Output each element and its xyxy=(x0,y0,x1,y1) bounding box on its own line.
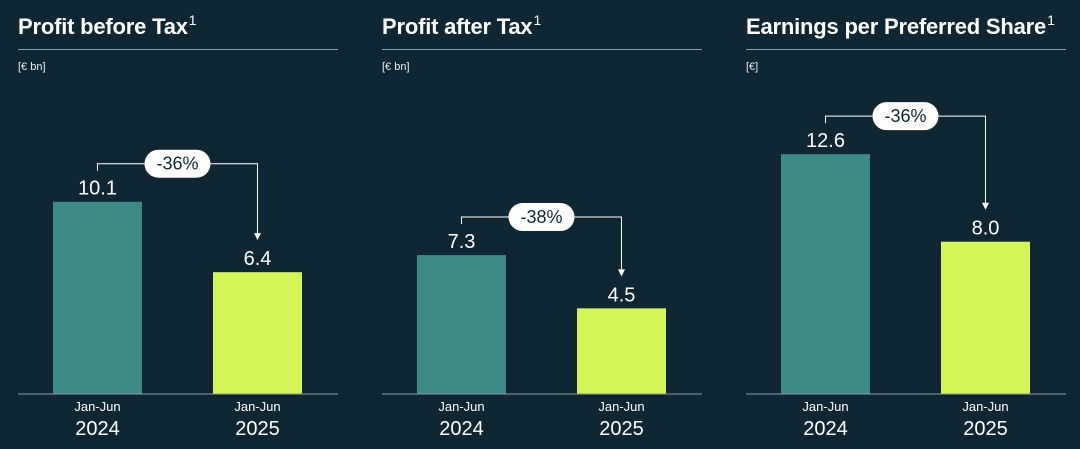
data-label: 12.6 xyxy=(806,130,845,152)
tick-label-year: 2024 xyxy=(439,418,484,440)
change-badge xyxy=(144,149,211,178)
chart-panel-profit-before-tax: Profit before Tax1 [€ bn] 10.1 Jan-Jun 202… xyxy=(18,0,338,449)
tick-label-year: 2025 xyxy=(599,418,644,440)
tick-label-year: 2024 xyxy=(803,418,848,440)
tick-label-period: Jan-Jun xyxy=(802,399,848,414)
unit-label: [€] xyxy=(746,61,759,73)
unit-label: [€ bn] xyxy=(382,61,410,73)
bar-chart-earnings-per-preferred-share: 12.6 Jan-Jun 2024 8.0 Jan-Jun 2025 -36% xyxy=(746,102,1066,440)
tick-label-year: 2025 xyxy=(963,418,1008,440)
footnote-marker: 1 xyxy=(188,12,197,28)
bar-2025 xyxy=(213,272,302,394)
change-arrowhead xyxy=(254,233,261,241)
tick-label-year: 2024 xyxy=(75,418,120,440)
footnote-marker: 1 xyxy=(1047,12,1055,28)
data-label: 8.0 xyxy=(972,218,1000,240)
change-badge xyxy=(508,203,575,232)
change-percent-label: -38% xyxy=(520,207,562,227)
footnote-marker: 1 xyxy=(533,12,542,28)
bar-2024 xyxy=(53,201,142,394)
data-label: 10.1 xyxy=(78,178,117,200)
data-label: 6.4 xyxy=(244,248,272,270)
tick-label-period: Jan-Jun xyxy=(234,399,280,414)
title-divider xyxy=(382,49,702,50)
chart-panel-earnings-per-preferred-share: Earnings per Preferred Share1 [€] 12.6 Ja… xyxy=(746,0,1066,449)
change-percent-label: -36% xyxy=(156,154,198,174)
tick-label-period: Jan-Jun xyxy=(598,399,644,414)
change-badge xyxy=(872,102,939,131)
chart-panel-profit-after-tax: Profit after Tax1 [€ bn] 7.3 Jan-Jun 2024 4… xyxy=(382,0,702,449)
tick-label-period: Jan-Jun xyxy=(962,399,1008,414)
chart-title: Earnings per Preferred Share1 xyxy=(746,12,1055,39)
bar-chart-profit-after-tax: 7.3 Jan-Jun 2024 4.5 Jan-Jun 2025 -38% xyxy=(382,203,702,440)
chart-title: Profit before Tax1 xyxy=(18,12,197,39)
tick-label-period: Jan-Jun xyxy=(438,399,484,414)
change-percent-label: -36% xyxy=(884,106,926,126)
tick-label-year: 2025 xyxy=(235,418,280,440)
bar-2024 xyxy=(417,255,506,394)
title-divider xyxy=(18,49,338,50)
bar-2025 xyxy=(941,241,1030,394)
bar-2025 xyxy=(577,308,666,394)
chart-title: Profit after Tax1 xyxy=(382,12,542,39)
tick-label-period: Jan-Jun xyxy=(74,399,120,414)
bar-chart-profit-before-tax: 10.1 Jan-Jun 2024 6.4 Jan-Jun 2025 -36% xyxy=(18,149,338,440)
change-arrowhead xyxy=(982,202,989,210)
unit-label: [€ bn] xyxy=(18,61,46,73)
change-arrowhead xyxy=(618,269,625,277)
data-label: 4.5 xyxy=(608,284,636,306)
bar-2024 xyxy=(781,154,870,394)
data-label: 7.3 xyxy=(448,231,476,253)
title-divider xyxy=(746,49,1066,50)
